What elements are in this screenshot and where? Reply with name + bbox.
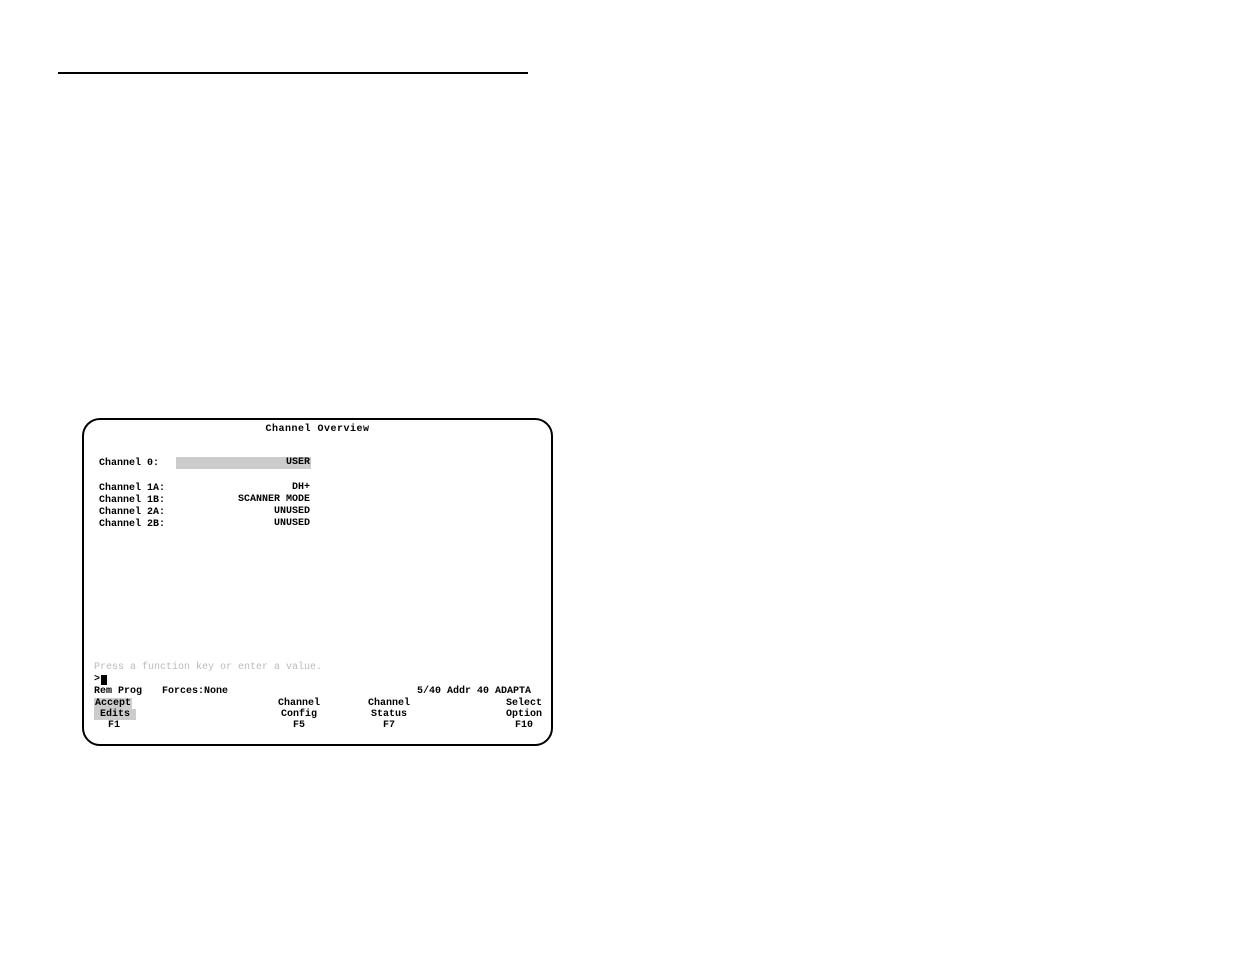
fkey-label-line2: Option xyxy=(506,709,542,720)
status-forces: Forces:None xyxy=(162,686,228,697)
fkey-label-line1: Select xyxy=(506,698,542,709)
prompt-text: Press a function key or enter a value. xyxy=(94,662,322,673)
prompt-symbol: > xyxy=(94,674,100,685)
channel-value-0[interactable]: USER xyxy=(286,457,310,468)
channel-label: Channel 2A: xyxy=(99,507,179,518)
status-mode: Rem Prog xyxy=(94,686,142,697)
channel-label: Channel 2B: xyxy=(99,519,179,530)
terminal-title: Channel Overview xyxy=(84,424,551,435)
channel-label: Channel 0: xyxy=(99,458,179,469)
channel-row-2b: Channel 2B: xyxy=(99,518,179,530)
channel-row-1a: Channel 1A: xyxy=(99,482,179,494)
cursor xyxy=(101,675,107,685)
channel-value-1a: DH+ xyxy=(292,482,310,493)
fkey-label-line2: Edits xyxy=(94,709,136,720)
fkey-label-line2: Status xyxy=(371,709,407,720)
fkey-key: F10 xyxy=(515,720,533,731)
channel-row-2a: Channel 2A: xyxy=(99,506,179,518)
channel-label: Channel 1A: xyxy=(99,483,179,494)
channel-label: Channel 1B: xyxy=(99,495,179,506)
fkey-key: F1 xyxy=(94,720,120,731)
fkey-label-line1: Accept xyxy=(94,698,132,709)
channel-value-2a: UNUSED xyxy=(274,506,310,517)
channel-value-2b: UNUSED xyxy=(274,518,310,529)
fkey-f10[interactable]: Select Option F10 xyxy=(499,698,549,731)
fkey-label-line1: Channel xyxy=(278,698,320,709)
command-prompt[interactable]: > xyxy=(94,674,107,685)
fkey-f5[interactable]: Channel Config F5 xyxy=(274,698,324,731)
fkey-key: F7 xyxy=(383,720,395,731)
terminal-window: Channel Overview Channel 0: USER Channel… xyxy=(82,418,553,746)
channel-value-1b: SCANNER MODE xyxy=(238,494,310,505)
fkey-f7[interactable]: Channel Status F7 xyxy=(364,698,414,731)
channel-row-1b: Channel 1B: xyxy=(99,494,179,506)
fkey-key: F5 xyxy=(293,720,305,731)
channel-row-0: Channel 0: xyxy=(99,457,179,469)
horizontal-rule xyxy=(58,72,528,74)
fkey-label-line2: Config xyxy=(281,709,317,720)
fkey-label-line1: Channel xyxy=(368,698,410,709)
status-device: 5/40 Addr 40 ADAPTA xyxy=(417,686,531,697)
fkey-f1[interactable]: Accept Edits F1 xyxy=(94,698,144,731)
